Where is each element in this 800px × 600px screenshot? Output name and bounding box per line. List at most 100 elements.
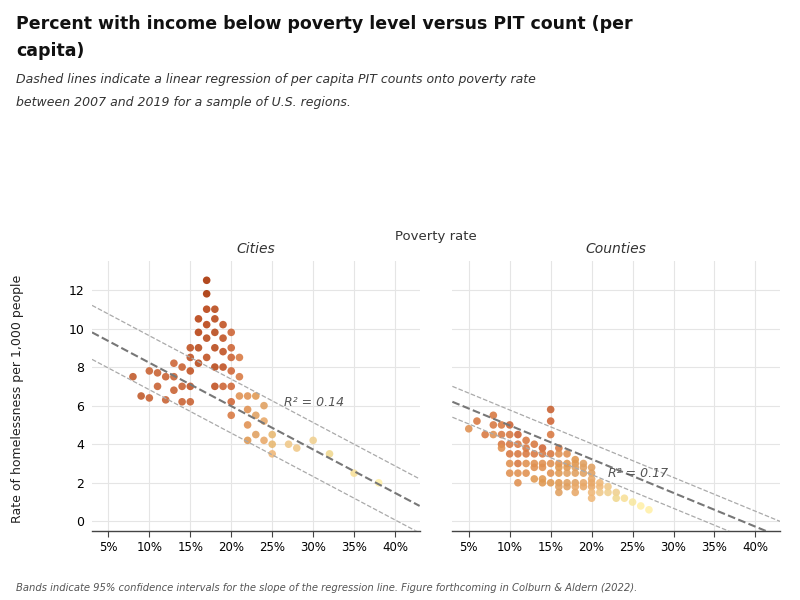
Point <box>511 458 524 468</box>
Point <box>176 362 189 372</box>
Point <box>503 449 516 458</box>
Point <box>610 488 622 497</box>
Point <box>577 463 590 472</box>
Point <box>569 455 582 464</box>
Point <box>225 410 238 420</box>
Point <box>209 382 222 391</box>
Point <box>594 488 606 497</box>
Text: Bands indicate 95% confidence intervals for the slope of the regression line. Fi: Bands indicate 95% confidence intervals … <box>16 583 638 593</box>
Point <box>569 458 582 468</box>
Point <box>577 469 590 478</box>
Point <box>184 382 197 391</box>
Point <box>495 443 508 453</box>
Point <box>200 334 213 343</box>
Point <box>217 347 230 356</box>
Point <box>503 430 516 439</box>
Point <box>167 385 180 395</box>
Point <box>520 436 533 445</box>
Point <box>528 463 541 472</box>
Text: Rate of homelessness per 1,000 people: Rate of homelessness per 1,000 people <box>11 275 24 523</box>
Point <box>242 436 254 445</box>
Point <box>470 416 483 426</box>
Text: Dashed lines indicate a linear regression of per capita PIT counts onto poverty : Dashed lines indicate a linear regressio… <box>16 73 536 86</box>
Point <box>250 430 262 439</box>
Point <box>503 420 516 430</box>
Point <box>167 372 180 382</box>
Point <box>602 488 614 497</box>
Point <box>553 482 566 491</box>
Point <box>242 420 254 430</box>
Point <box>282 439 295 449</box>
Point <box>225 382 238 391</box>
Point <box>487 420 500 430</box>
Point <box>217 382 230 391</box>
Point <box>266 449 278 458</box>
Point <box>561 449 574 458</box>
Point <box>536 478 549 488</box>
Point <box>200 353 213 362</box>
Point <box>192 343 205 353</box>
Point <box>176 382 189 391</box>
Point <box>511 478 524 488</box>
Point <box>586 482 598 491</box>
Point <box>503 469 516 478</box>
Point <box>586 469 598 478</box>
Point <box>184 366 197 376</box>
Point <box>126 372 139 382</box>
Point <box>528 458 541 468</box>
Point <box>200 304 213 314</box>
Point <box>642 505 655 515</box>
Point <box>553 443 566 453</box>
Point <box>209 328 222 337</box>
Point <box>503 458 516 468</box>
Point <box>134 391 147 401</box>
Point <box>209 343 222 353</box>
Point <box>192 328 205 337</box>
Point <box>143 393 156 403</box>
Point <box>478 430 491 439</box>
Point <box>577 458 590 468</box>
Point <box>225 397 238 407</box>
Point <box>544 449 557 458</box>
Point <box>634 501 647 511</box>
Point <box>151 368 164 377</box>
Point <box>233 353 246 362</box>
Point <box>626 497 639 507</box>
Point <box>544 478 557 488</box>
Point <box>184 343 197 353</box>
Point <box>553 463 566 472</box>
Point <box>159 395 172 404</box>
Point <box>577 478 590 488</box>
Point <box>594 482 606 491</box>
Point <box>544 458 557 468</box>
Point <box>266 430 278 439</box>
Point <box>511 449 524 458</box>
Point <box>553 449 566 458</box>
Point <box>487 430 500 439</box>
Point <box>225 343 238 353</box>
Point <box>586 463 598 472</box>
Point <box>266 439 278 449</box>
Point <box>561 469 574 478</box>
Point <box>233 372 246 382</box>
Point <box>520 469 533 478</box>
Point <box>503 439 516 449</box>
Point <box>553 488 566 497</box>
Point <box>217 320 230 329</box>
Point <box>192 358 205 368</box>
Point <box>323 449 336 458</box>
Point <box>544 405 557 415</box>
Point <box>520 443 533 453</box>
Point <box>258 416 270 426</box>
Point <box>184 397 197 407</box>
Point <box>561 463 574 472</box>
Point <box>242 391 254 401</box>
Point <box>544 430 557 439</box>
Point <box>511 439 524 449</box>
Point <box>462 424 475 434</box>
Point <box>511 430 524 439</box>
Point <box>495 430 508 439</box>
Point <box>184 353 197 362</box>
Point <box>602 482 614 491</box>
Point <box>495 439 508 449</box>
